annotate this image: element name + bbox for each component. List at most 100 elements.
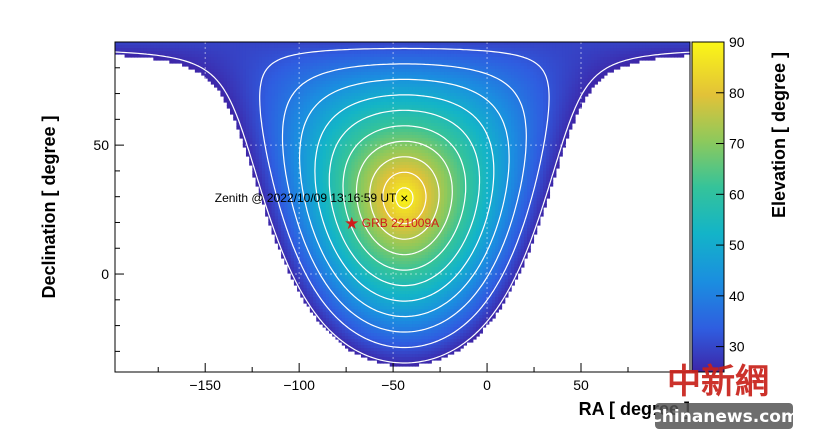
heatmap-cell (249, 99, 253, 103)
heatmap-cell (549, 129, 554, 133)
heatmap-cell (383, 138, 388, 142)
heatmap-cell (230, 108, 234, 112)
heatmap-cell (504, 114, 509, 118)
heatmap-cell (405, 147, 410, 151)
heatmap-cell (555, 123, 560, 127)
heatmap-cell (341, 153, 346, 157)
heatmap-cell (329, 147, 333, 151)
heatmap-cell (284, 162, 289, 166)
heatmap-cell (252, 48, 257, 52)
heatmap-cell (319, 42, 324, 46)
heatmap-cell (520, 129, 525, 133)
heatmap-cell (428, 45, 432, 49)
heatmap-cell (360, 105, 365, 109)
heatmap-cell (309, 96, 314, 100)
heatmap-cell (469, 66, 474, 70)
heatmap-cell (303, 72, 308, 76)
heatmap-cell (341, 120, 346, 124)
heatmap-cell (265, 129, 269, 133)
heatmap-cell (124, 42, 129, 46)
heatmap-cell (472, 42, 477, 46)
heatmap-cell (504, 93, 509, 97)
heatmap-cell (306, 63, 311, 67)
heatmap-cell (249, 114, 253, 118)
heatmap-cell (520, 99, 525, 103)
heatmap-cell (530, 72, 535, 76)
heatmap-cell (412, 45, 416, 49)
heatmap-cell (268, 84, 273, 88)
heatmap-cell (303, 75, 308, 79)
heatmap-cell (527, 114, 531, 118)
heatmap-cell (258, 66, 263, 70)
heatmap-cell (293, 69, 298, 73)
heatmap-cell (335, 150, 340, 154)
heatmap-cell (249, 75, 253, 79)
heatmap-cell (408, 45, 413, 49)
heatmap-cell (578, 45, 582, 49)
heatmap-cell (565, 135, 570, 139)
heatmap-cell (479, 150, 483, 154)
heatmap-cell (380, 108, 384, 112)
heatmap-cell (268, 66, 273, 70)
heatmap-cell (268, 153, 273, 157)
heatmap-cell (581, 66, 586, 70)
heatmap-cell (360, 147, 365, 151)
heatmap-cell (437, 120, 442, 124)
heatmap-cell (303, 162, 308, 166)
heatmap-cell (313, 153, 317, 157)
heatmap-cell (549, 111, 554, 115)
heatmap-cell (437, 135, 442, 139)
heatmap-cell (421, 96, 426, 100)
heatmap-cell (392, 147, 397, 151)
heatmap-cell (261, 129, 266, 133)
heatmap-cell (568, 87, 573, 91)
heatmap-cell (332, 42, 337, 46)
heatmap-cell (121, 45, 126, 49)
heatmap-cell (444, 156, 448, 160)
heatmap-cell (319, 132, 324, 136)
heatmap-cell (626, 54, 630, 58)
heatmap-cell (380, 72, 384, 76)
heatmap-cell (472, 57, 477, 61)
heatmap-cell (520, 162, 525, 166)
heatmap-cell (482, 54, 487, 58)
heatmap-cell (559, 66, 563, 70)
heatmap-cell (475, 108, 480, 112)
heatmap-cell (472, 72, 477, 76)
heatmap-cell (348, 72, 352, 76)
heatmap-cell (316, 96, 321, 100)
heatmap-cell (559, 135, 563, 139)
heatmap-cell (293, 108, 298, 112)
heatmap-cell (156, 51, 161, 55)
heatmap-cell (498, 162, 503, 166)
heatmap-cell (191, 63, 196, 67)
heatmap-cell (507, 66, 512, 70)
heatmap-cell (536, 114, 541, 118)
heatmap-cell (319, 105, 324, 109)
heatmap-cell (150, 48, 154, 52)
heatmap-cell (386, 63, 391, 67)
heatmap-cell (178, 57, 183, 61)
heatmap-cell (472, 54, 477, 58)
heatmap-cell (373, 87, 378, 91)
heatmap-cell (367, 60, 372, 64)
heatmap-cell (405, 114, 410, 118)
heatmap-cell (364, 111, 368, 115)
heatmap-cell (265, 117, 269, 121)
heatmap-cell (370, 117, 375, 121)
heatmap-cell (434, 42, 439, 46)
heatmap-cell (309, 105, 314, 109)
heatmap-cell (364, 123, 368, 127)
heatmap-cell (453, 144, 458, 148)
heatmap-cell (408, 66, 413, 70)
heatmap-cell (456, 108, 461, 112)
heatmap-cell (245, 135, 250, 139)
heatmap-cell (386, 69, 391, 73)
heatmap-cell (559, 48, 563, 52)
heatmap-cell (316, 135, 321, 139)
heatmap-cell (373, 153, 378, 157)
heatmap-cell (194, 54, 199, 58)
heatmap-cell (325, 120, 330, 124)
heatmap-cell (258, 156, 263, 160)
heatmap-cell (638, 57, 643, 61)
